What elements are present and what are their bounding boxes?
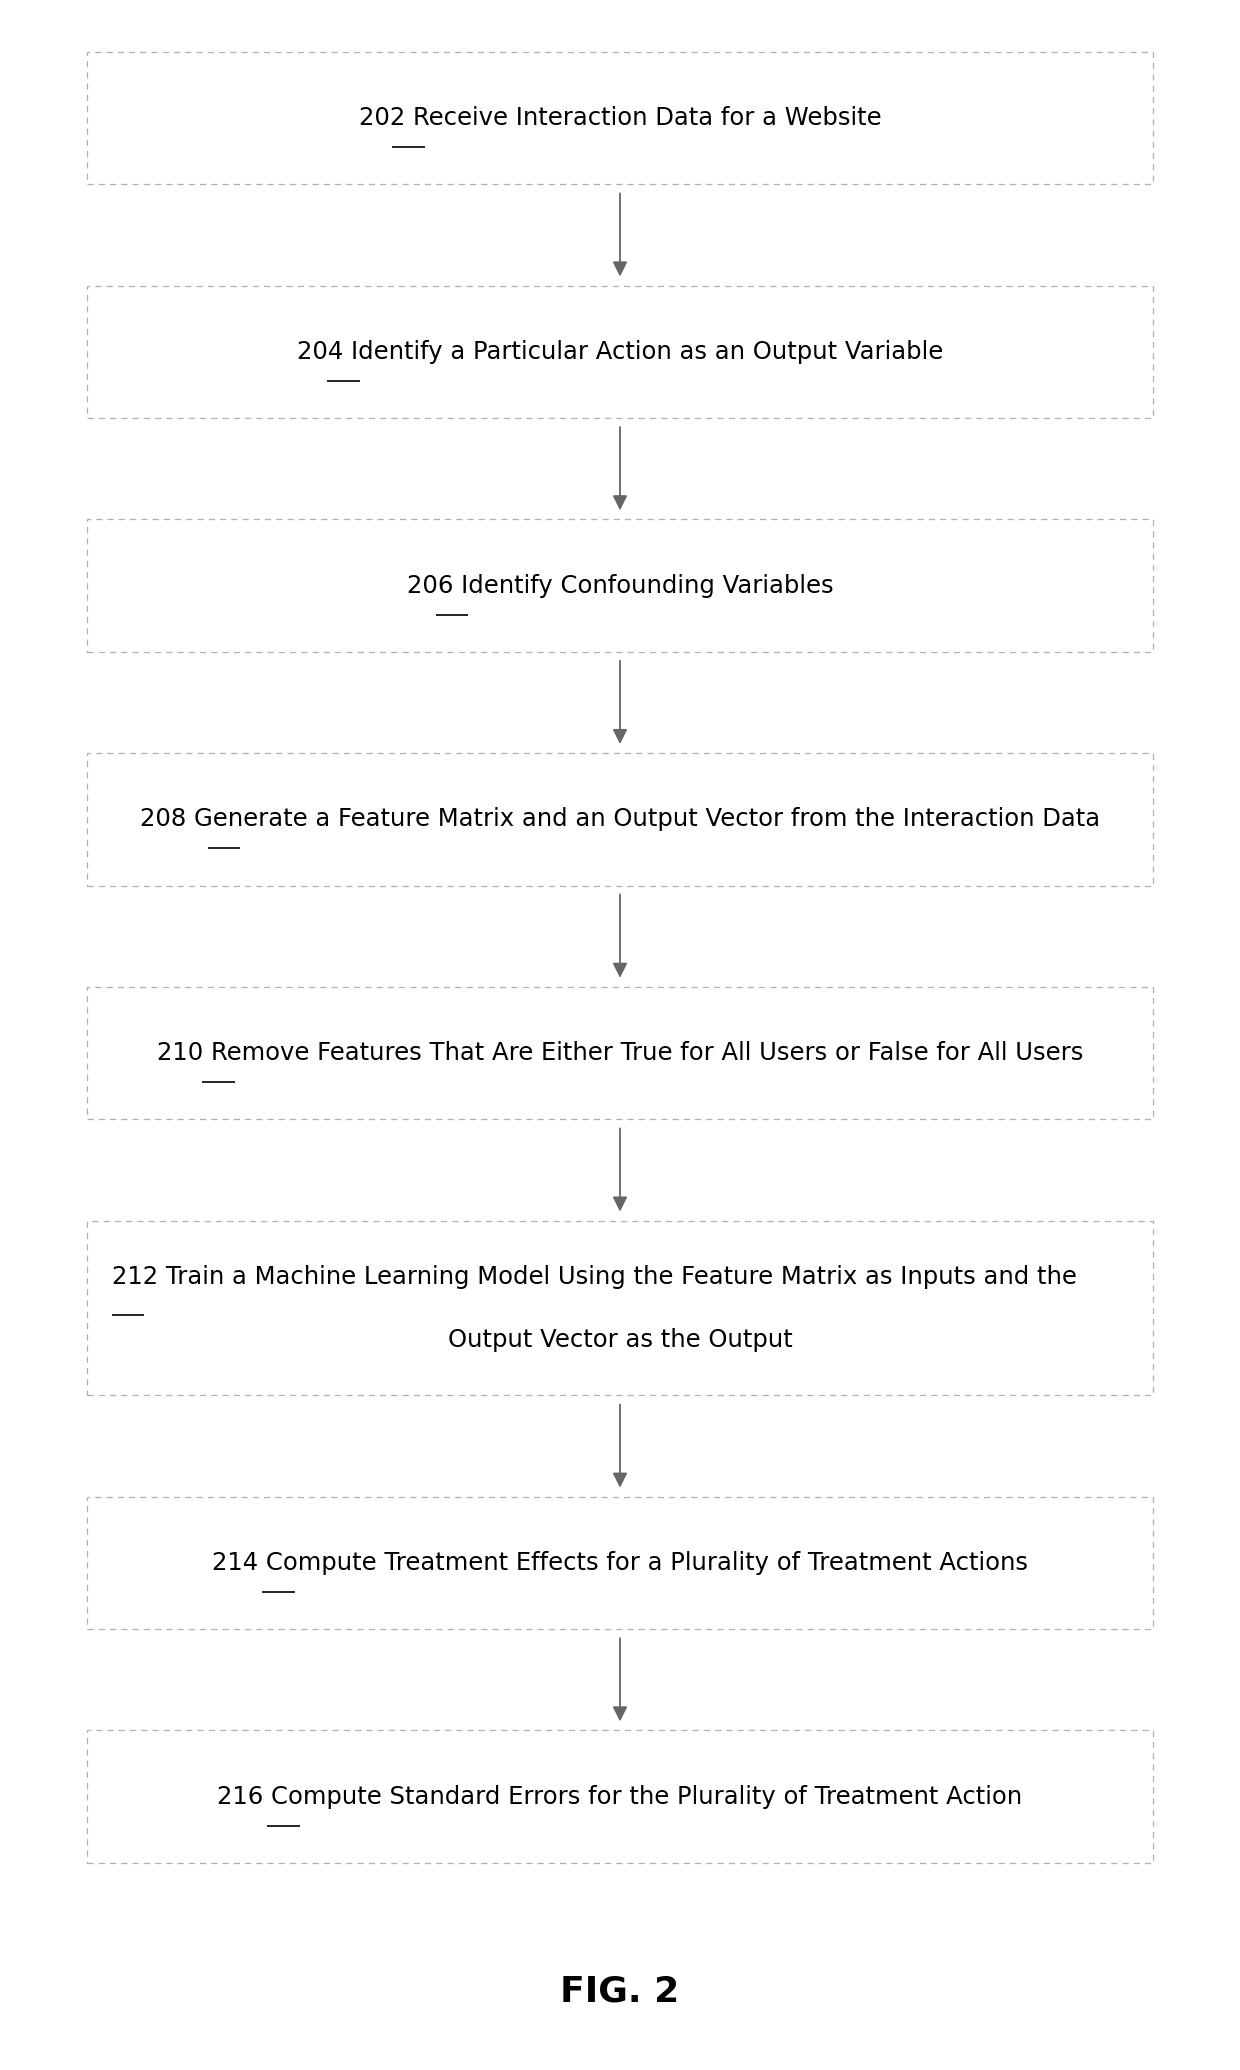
Bar: [87, 1731, 1153, 1863]
Text: 202 Receive Interaction Data for a Website: 202 Receive Interaction Data for a Websi…: [358, 106, 882, 130]
Bar: [87, 1497, 1153, 1629]
Bar: [87, 520, 1153, 652]
Text: 210 Remove Features That Are Either True for All Users or False for All Users: 210 Remove Features That Are Either True…: [156, 1041, 1084, 1066]
Bar: [87, 1221, 1153, 1395]
Text: 204 Identify a Particular Action as an Output Variable: 204 Identify a Particular Action as an O…: [296, 339, 944, 364]
Text: Output Vector as the Output: Output Vector as the Output: [448, 1327, 792, 1352]
Bar: [87, 52, 1153, 184]
Text: 212 Train a Machine Learning Model Using the Feature Matrix as Inputs and the: 212 Train a Machine Learning Model Using…: [112, 1265, 1076, 1288]
Text: FIG. 2: FIG. 2: [560, 1975, 680, 2008]
Text: 208 Generate a Feature Matrix and an Output Vector from the Interaction Data: 208 Generate a Feature Matrix and an Out…: [140, 807, 1100, 832]
Bar: [87, 987, 1153, 1120]
Text: 206 Identify Confounding Variables: 206 Identify Confounding Variables: [407, 573, 833, 598]
Text: 216 Compute Standard Errors for the Plurality of Treatment Action: 216 Compute Standard Errors for the Plur…: [217, 1784, 1023, 1809]
Bar: [87, 753, 1153, 886]
Text: 214 Compute Treatment Effects for a Plurality of Treatment Actions: 214 Compute Treatment Effects for a Plur…: [212, 1550, 1028, 1575]
Bar: [87, 286, 1153, 418]
